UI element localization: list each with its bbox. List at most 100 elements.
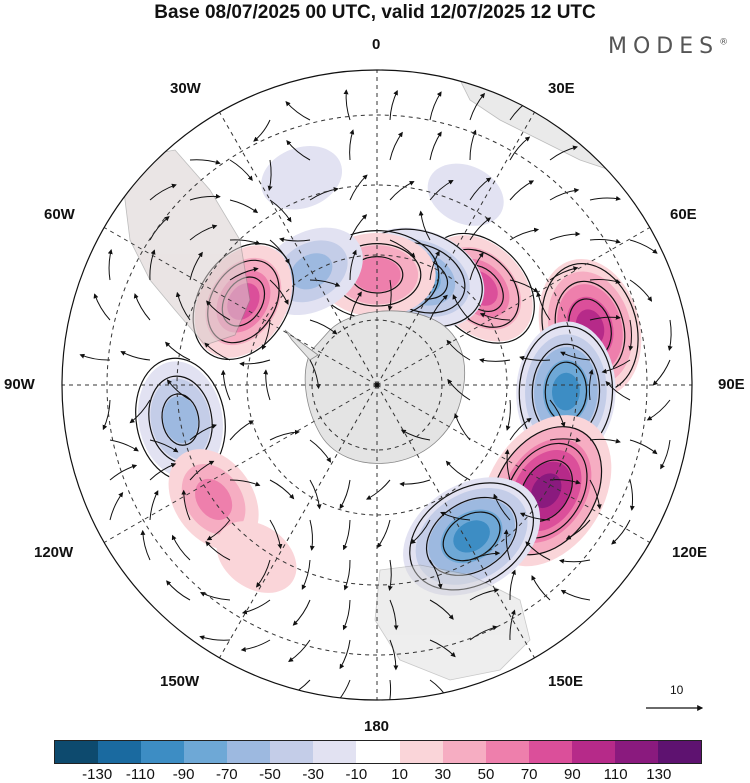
colorbar-swatch bbox=[141, 741, 185, 763]
wind-vector-arrow bbox=[229, 159, 253, 182]
colorbar-tick-label: 10 bbox=[391, 766, 408, 783]
pole-marker bbox=[374, 382, 380, 388]
wind-vector-arrow bbox=[560, 589, 591, 601]
wind-vector-arrow bbox=[589, 195, 621, 201]
wind-vector-arrow bbox=[469, 625, 498, 641]
wind-vector-arrow bbox=[309, 279, 341, 287]
label-lon-60e: 60E bbox=[670, 206, 697, 223]
label-lon-90e: 90E bbox=[718, 376, 745, 393]
wind-vector-arrow bbox=[549, 187, 580, 201]
wind-vector-arrow bbox=[93, 293, 111, 321]
wind-vector-arrow bbox=[611, 519, 631, 545]
wind-vector-arrow bbox=[239, 359, 271, 367]
wind-vector-arrow bbox=[509, 279, 539, 293]
colorbar-tick-label: 50 bbox=[477, 766, 495, 783]
wind-vector-arrow bbox=[149, 463, 177, 481]
wind-vector-arrow bbox=[109, 464, 138, 481]
anomaly-contour bbox=[551, 372, 580, 411]
streamline-ring bbox=[161, 393, 200, 446]
label-lon-30e: 30E bbox=[548, 80, 575, 97]
colorbar-swatch bbox=[313, 741, 357, 763]
anomaly-field bbox=[135, 146, 642, 596]
wind-vector-arrow bbox=[342, 519, 351, 551]
modes-logo: MODES® bbox=[608, 34, 728, 59]
wind-vector-arrow bbox=[605, 380, 631, 401]
wind-vector-arrow bbox=[589, 278, 621, 284]
south-america bbox=[119, 149, 251, 346]
wind-vector-arrow bbox=[559, 558, 591, 564]
wind-vector-arrow bbox=[292, 599, 311, 626]
wind-vector-arrow bbox=[446, 339, 471, 361]
wind-vector-arrow bbox=[263, 369, 271, 401]
antarctic-peninsula bbox=[284, 329, 319, 361]
wind-vector-arrow bbox=[120, 351, 151, 361]
wind-vector-arrow bbox=[171, 534, 191, 561]
colorbar-tick-label: -50 bbox=[259, 766, 281, 783]
colorbar bbox=[54, 740, 702, 764]
wind-vector-arrow bbox=[509, 609, 516, 641]
wind-vector-arrow bbox=[440, 511, 471, 521]
wind-vector-arrow bbox=[199, 635, 231, 641]
wind-vector-arrow bbox=[229, 199, 259, 214]
colorbar-tick-label: 90 bbox=[564, 766, 581, 783]
wind-vector-arrow bbox=[519, 355, 551, 361]
wind-vector-arrow bbox=[269, 519, 283, 550]
wind-vector-arrow bbox=[560, 351, 591, 361]
wind-vector-arrow bbox=[469, 217, 492, 241]
wind-vector-arrow bbox=[531, 575, 551, 601]
wind-vector-arrow bbox=[479, 358, 511, 363]
wind-vector-arrow bbox=[601, 359, 631, 374]
wind-vector-arrow bbox=[149, 490, 159, 521]
wind-vector-arrow bbox=[229, 239, 261, 245]
colorbar-swatch bbox=[528, 741, 572, 763]
wind-vector-arrow bbox=[565, 519, 591, 540]
colorbar-tick-label: 110 bbox=[603, 766, 628, 783]
wind-vector-arrow bbox=[129, 399, 151, 424]
wind-vector-arrow bbox=[469, 550, 501, 561]
wind-vector-arrow bbox=[333, 679, 351, 700]
wind-vector-arrow bbox=[107, 249, 113, 281]
wind-vector-arrow bbox=[549, 437, 581, 443]
label-lon-120w: 120W bbox=[34, 544, 74, 561]
wind-vector-arrow bbox=[629, 239, 658, 254]
wind-vector-arrow bbox=[189, 224, 218, 241]
colorbar-swatch bbox=[98, 741, 142, 763]
wind-vector-arrow bbox=[309, 479, 322, 510]
wind-vector-arrow bbox=[469, 92, 486, 121]
wind-vector-arrow bbox=[199, 592, 231, 601]
wind-vector-arrow bbox=[629, 439, 658, 455]
colorbar-swatch bbox=[442, 741, 486, 763]
wind-vector-arrow bbox=[349, 214, 368, 241]
wind-vector-arrow bbox=[525, 541, 551, 561]
colorbar-tick-label: -10 bbox=[345, 766, 368, 783]
wind-vector-arrow bbox=[255, 559, 271, 588]
wind-vector-arrow bbox=[509, 227, 540, 241]
wind-vector-arrow bbox=[509, 136, 531, 161]
label-lon-0: 0 bbox=[372, 36, 381, 53]
colorbar-tick-label: 70 bbox=[520, 766, 538, 783]
colorbar-swatch bbox=[657, 741, 701, 763]
wind-vector-arrow bbox=[429, 599, 454, 620]
label-lon-150e: 150E bbox=[548, 673, 584, 690]
wind-vector-arrow bbox=[309, 439, 332, 463]
colorbar-tick-label: -90 bbox=[172, 766, 195, 783]
wind-vector-arrow bbox=[429, 639, 456, 658]
wind-vector-arrow bbox=[309, 519, 315, 551]
wind-vector-arrow bbox=[418, 210, 431, 241]
wind-vector-arrow bbox=[549, 145, 578, 161]
streamline-ring bbox=[409, 482, 535, 591]
wind-vector-arrow bbox=[389, 599, 399, 631]
wind-vector-arrow bbox=[79, 353, 111, 361]
colorbar-tick-label: 30 bbox=[434, 766, 452, 783]
wind-vector-arrow bbox=[429, 180, 454, 201]
wind-vector-arrow bbox=[133, 293, 151, 321]
reference-vector: 10 bbox=[646, 683, 704, 711]
wind-vector-arrow bbox=[189, 460, 215, 481]
wind-vector-arrow bbox=[479, 313, 511, 321]
wind-vector-arrow bbox=[389, 89, 398, 121]
wind-vector-arrow bbox=[549, 266, 579, 281]
wind-vector-arrow bbox=[229, 266, 259, 281]
wind-vector-arrow bbox=[589, 314, 621, 321]
wind-vector-arrow bbox=[387, 679, 392, 700]
